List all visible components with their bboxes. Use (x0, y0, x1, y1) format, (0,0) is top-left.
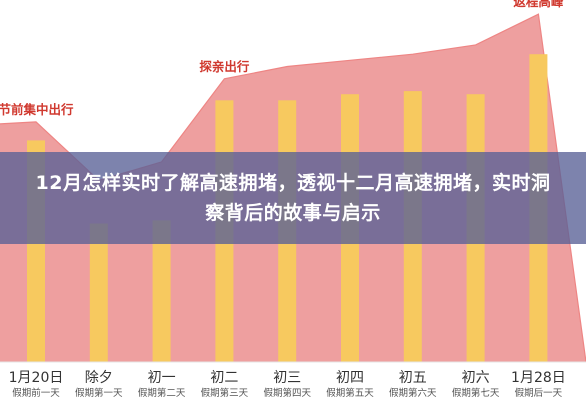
x-tick-sublabel: 假期第三天 (201, 387, 249, 399)
article-title: 12月怎样实时了解高速拥堵，透视十二月高速拥堵，实时洞察背后的故事与启示 (35, 172, 551, 224)
x-tick-label: 1月28日 (511, 370, 566, 386)
x-tick-label: 初三 (273, 369, 301, 386)
x-tick-label: 初五 (399, 369, 427, 386)
annotation-label: 返程高峰 (513, 0, 564, 9)
x-tick-sublabel: 假期第二天 (138, 387, 186, 399)
bar (152, 220, 171, 362)
x-tick-sublabel: 假期前一天 (12, 387, 60, 399)
x-tick-sublabel: 假期后一天 (515, 387, 563, 399)
x-tick-label: 除夕 (85, 370, 113, 386)
x-tick-label: 初六 (462, 369, 490, 386)
title-overlay: 12月怎样实时了解高速拥堵，透视十二月高速拥堵，实时洞察背后的故事与启示 (0, 152, 586, 244)
x-tick-sublabel: 假期第五天 (326, 387, 374, 399)
x-tick-sublabel: 假期第七天 (452, 387, 500, 399)
x-tick-sublabel: 假期第六天 (389, 387, 437, 399)
annotation-layer: 节前集中出行 探亲出行 返程高峰 (0, 0, 564, 117)
x-tick-label: 初二 (210, 369, 238, 386)
annotation-label: 探亲出行 (199, 59, 250, 74)
annotation-label: 节前集中出行 (0, 102, 74, 117)
bar (89, 223, 108, 362)
x-tick-label: 初四 (336, 369, 364, 386)
x-tick-label: 1月20日 (9, 370, 64, 386)
x-tick-sublabel: 假期第一天 (75, 387, 123, 399)
x-tick-label: 初一 (148, 369, 176, 386)
x-tick-sublabel: 假期第四天 (263, 387, 311, 399)
